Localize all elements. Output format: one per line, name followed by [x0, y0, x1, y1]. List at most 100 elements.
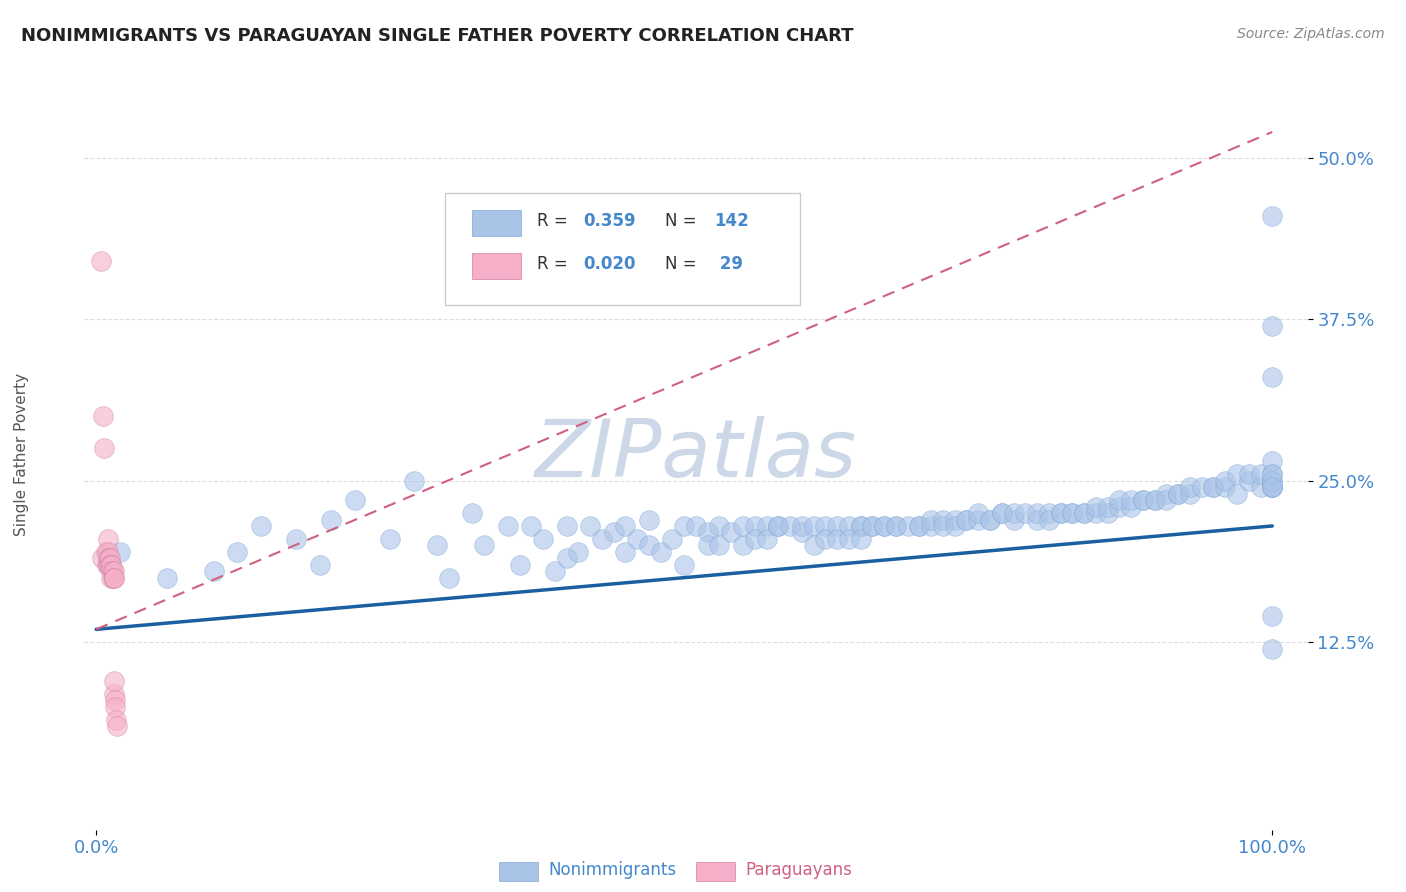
Point [555, 519, 578, 533]
Point [1261, 480, 1284, 494]
Point [849, 532, 872, 546]
Point [202, 564, 225, 578]
Point [955, 512, 977, 526]
Point [1237, 474, 1260, 488]
Point [991, 506, 1014, 520]
Point [531, 532, 554, 546]
Point [1261, 318, 1284, 333]
Text: 0.359: 0.359 [583, 212, 636, 230]
Point [1014, 506, 1036, 520]
Point [768, 519, 790, 533]
Point [96, 558, 118, 572]
Point [1191, 480, 1213, 494]
Point [97, 545, 120, 559]
Point [614, 519, 637, 533]
Point [1073, 506, 1095, 520]
Point [943, 519, 966, 533]
Point [97, 551, 120, 566]
Point [1108, 493, 1130, 508]
Point [602, 525, 624, 540]
Point [1261, 474, 1284, 488]
Point [825, 519, 848, 533]
Point [1097, 506, 1119, 520]
Point [1062, 506, 1084, 520]
Point [1073, 506, 1095, 520]
Point [1038, 506, 1060, 520]
Point [555, 551, 578, 566]
Point [461, 506, 484, 520]
Point [98, 558, 121, 572]
Point [156, 571, 179, 585]
Point [884, 519, 907, 533]
Point [838, 532, 860, 546]
Point [967, 506, 990, 520]
Point [825, 532, 848, 546]
Point [103, 571, 125, 585]
Point [1084, 500, 1107, 514]
Text: R =: R = [537, 255, 574, 273]
Point [1121, 500, 1143, 514]
Point [98, 551, 121, 566]
Point [1261, 480, 1284, 494]
Point [496, 519, 519, 533]
FancyBboxPatch shape [446, 193, 800, 305]
Point [755, 519, 778, 533]
Point [650, 545, 672, 559]
Point [614, 545, 637, 559]
Point [380, 532, 402, 546]
Point [1143, 493, 1166, 508]
Point [1261, 641, 1284, 656]
Point [97, 558, 120, 572]
Point [1261, 480, 1284, 494]
Point [943, 512, 966, 526]
Point [1213, 474, 1236, 488]
Point [226, 545, 249, 559]
Point [873, 519, 896, 533]
Point [1156, 493, 1178, 508]
Point [955, 512, 977, 526]
Point [101, 564, 124, 578]
Text: 142: 142 [714, 212, 749, 230]
Point [673, 558, 696, 572]
Point [509, 558, 531, 572]
Point [790, 519, 813, 533]
Point [626, 532, 648, 546]
Point [1250, 480, 1272, 494]
Point [103, 673, 125, 688]
Text: Nonimmigrants: Nonimmigrants [548, 861, 676, 879]
Point [709, 519, 731, 533]
Point [1261, 474, 1284, 488]
Point [779, 519, 801, 533]
Point [860, 519, 883, 533]
Point [908, 519, 931, 533]
Point [101, 571, 124, 585]
Point [638, 538, 661, 552]
Point [1049, 506, 1071, 520]
Point [1202, 480, 1225, 494]
Point [709, 538, 731, 552]
Point [544, 564, 567, 578]
Point [744, 519, 766, 533]
Point [979, 512, 1001, 526]
Point [91, 551, 114, 566]
Point [1237, 467, 1260, 482]
Point [979, 512, 1001, 526]
Point [908, 519, 931, 533]
Point [1261, 454, 1284, 468]
Point [731, 538, 754, 552]
Point [685, 519, 707, 533]
Bar [472, 210, 522, 236]
Point [1121, 493, 1143, 508]
Point [696, 525, 718, 540]
Point [1002, 506, 1025, 520]
Text: 0.020: 0.020 [583, 255, 636, 273]
Point [520, 519, 543, 533]
Text: NONIMMIGRANTS VS PARAGUAYAN SINGLE FATHER POVERTY CORRELATION CHART: NONIMMIGRANTS VS PARAGUAYAN SINGLE FATHE… [21, 27, 853, 45]
Point [1261, 609, 1284, 624]
Point [426, 538, 449, 552]
Point [1226, 486, 1249, 500]
Point [768, 519, 790, 533]
Point [104, 693, 127, 707]
Point [1143, 493, 1166, 508]
Point [1261, 467, 1284, 482]
